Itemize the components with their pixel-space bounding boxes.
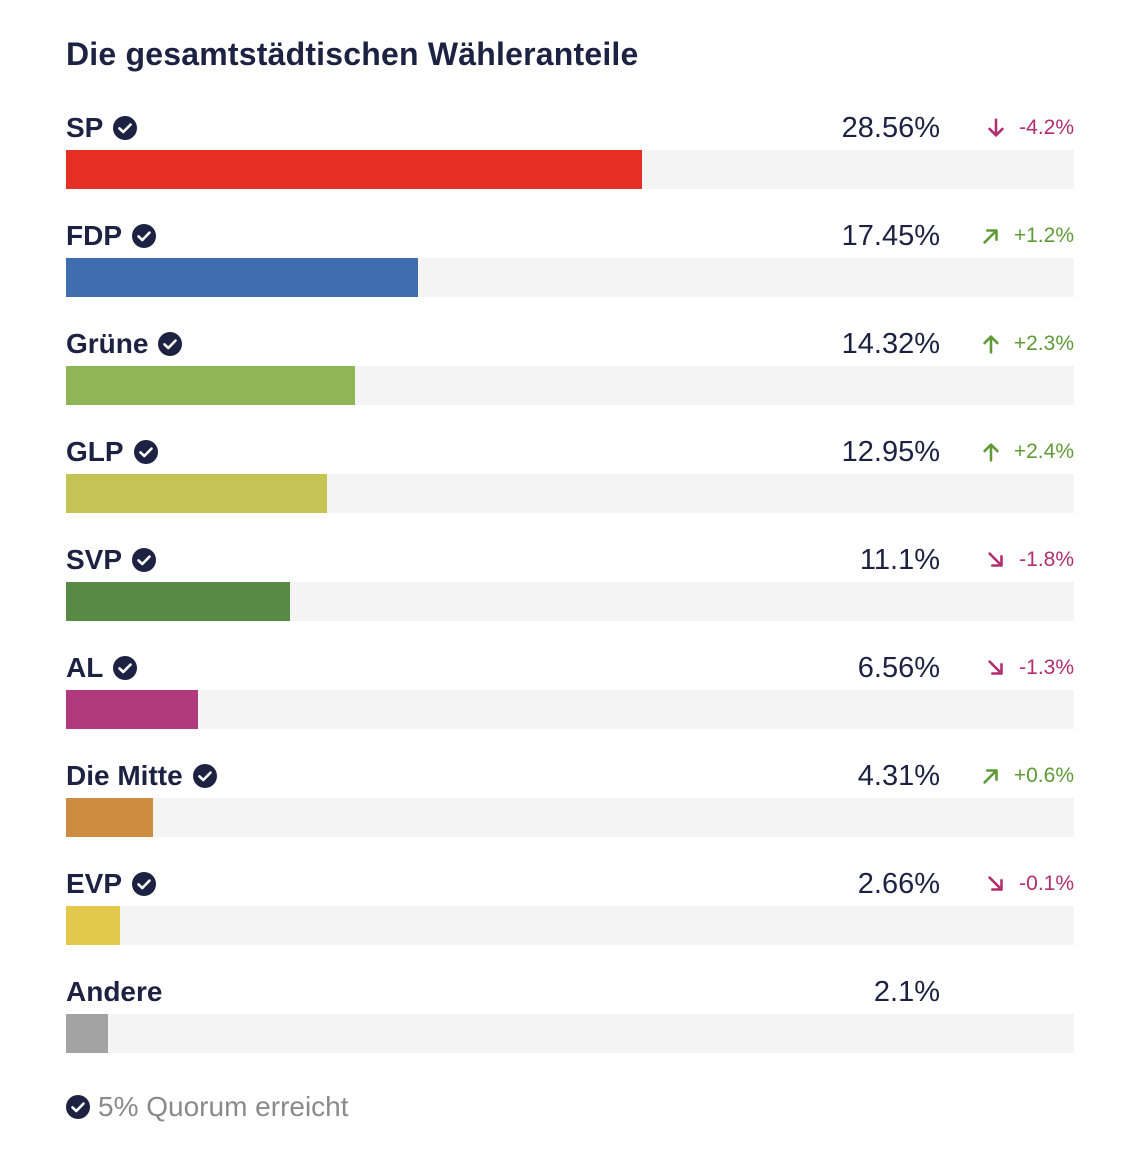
bar-track: [66, 366, 1074, 405]
bar: [66, 474, 327, 513]
check-circle-icon: [192, 764, 217, 788]
vote-share-label: 6.56%: [857, 652, 940, 684]
change-label: -1.8%: [1019, 548, 1074, 571]
party-row: Grüne 14.32% +2.3%: [66, 324, 1074, 432]
down-right-arrow-icon: [988, 552, 1003, 567]
party-label: SP: [66, 110, 138, 146]
bar: [66, 366, 355, 405]
party-name: SP: [66, 112, 104, 143]
party-label: FDP: [66, 218, 156, 254]
bar: [66, 582, 290, 621]
bar-track: [66, 582, 1074, 621]
check-circle-icon: [113, 116, 138, 140]
up-right-arrow-icon: [983, 769, 998, 784]
check-circle-icon: [132, 872, 157, 896]
chart-title: Die gesamtstädtischen Wähleranteile: [66, 36, 639, 72]
bar: [66, 798, 153, 837]
party-name: EVP: [66, 868, 123, 899]
vote-share-label: 12.95%: [841, 436, 940, 468]
vote-share-label: 2.66%: [857, 868, 940, 900]
check-circle-icon: [133, 440, 158, 464]
bar: [66, 258, 418, 297]
party-row: Andere 2.1%: [66, 972, 1074, 1080]
bar: [66, 690, 198, 729]
change-label: +0.6%: [1013, 764, 1074, 787]
check-circle-icon: [132, 224, 156, 248]
party-label: Andere: [66, 974, 162, 1010]
party-row: EVP 2.66% -0.1%: [66, 864, 1074, 972]
change-label: +2.3%: [1013, 332, 1074, 355]
party-row: GLP 12.95% +2.4%: [66, 432, 1074, 540]
legend-footnote: 5% Quorum erreicht: [66, 1090, 349, 1124]
party-row: SP 28.56% -4.2%: [66, 108, 1074, 216]
party-label: Grüne: [66, 326, 183, 362]
party-label: EVP: [66, 866, 157, 902]
vote-share-label: 28.56%: [841, 112, 940, 144]
change-indicator: -1.3%: [985, 650, 1074, 686]
change-label: +1.2%: [1013, 224, 1074, 247]
change-indicator: -4.2%: [985, 110, 1074, 146]
bar-track: [66, 474, 1074, 513]
party-name: AL: [66, 652, 104, 683]
bar-chart: SP 28.56% -4.2% FDP 17.45% +1.2% Grüne 14.32% +2…: [66, 108, 1074, 1080]
change-indicator: +2.3%: [980, 326, 1074, 362]
bar-track: [66, 690, 1074, 729]
party-row: FDP 17.45% +1.2%: [66, 216, 1074, 324]
party-label: AL: [66, 650, 138, 686]
bar-track: [66, 258, 1074, 297]
change-indicator: +0.6%: [980, 758, 1074, 794]
down-arrow-icon: [988, 118, 1004, 137]
party-row: SVP 11.1% -1.8%: [66, 540, 1074, 648]
party-name: SVP: [66, 544, 123, 575]
vote-share-label: 4.31%: [857, 760, 940, 792]
vote-share-label: 2.1%: [873, 976, 940, 1008]
bar: [66, 906, 120, 945]
up-arrow-icon: [983, 335, 999, 354]
vote-share-label: 14.32%: [841, 328, 940, 360]
down-right-arrow-icon: [988, 876, 1003, 891]
change-label: -1.3%: [1019, 656, 1074, 679]
party-name: Andere: [66, 976, 163, 1007]
bar: [66, 1014, 108, 1053]
vote-share-label: 11.1%: [859, 544, 940, 576]
party-name: FDP: [66, 220, 122, 251]
up-arrow-icon: [983, 443, 999, 462]
bar-track: [66, 1014, 1074, 1053]
bar: [66, 150, 642, 189]
party-row: Die Mitte 4.31% +0.6%: [66, 756, 1074, 864]
party-name: Grüne: [66, 328, 149, 359]
change-label: -4.2%: [1019, 116, 1074, 139]
party-label: SVP: [66, 542, 157, 578]
footnote-label: 5% Quorum erreicht: [98, 1091, 349, 1122]
party-name: GLP: [66, 436, 124, 467]
party-label: GLP: [66, 434, 158, 470]
change-indicator: -0.1%: [985, 866, 1074, 902]
down-right-arrow-icon: [988, 660, 1003, 675]
vote-share-label: 17.45%: [841, 220, 940, 252]
change-indicator: +1.2%: [980, 218, 1074, 254]
bar-track: [66, 798, 1074, 837]
party-name: Die Mitte: [66, 760, 183, 791]
party-row: AL 6.56% -1.3%: [66, 648, 1074, 756]
party-label: Die Mitte: [66, 758, 217, 794]
change-indicator: +2.4%: [980, 434, 1074, 470]
check-circle-icon: [113, 656, 138, 680]
change-label: +2.4%: [1013, 440, 1074, 463]
up-right-arrow-icon: [983, 229, 998, 244]
check-circle-icon: [66, 1095, 90, 1119]
bar-track: [66, 150, 1074, 189]
check-circle-icon: [158, 332, 183, 356]
change-indicator: -1.8%: [985, 542, 1074, 578]
change-label: -0.1%: [1019, 872, 1074, 895]
bar-track: [66, 906, 1074, 945]
check-circle-icon: [132, 548, 157, 572]
